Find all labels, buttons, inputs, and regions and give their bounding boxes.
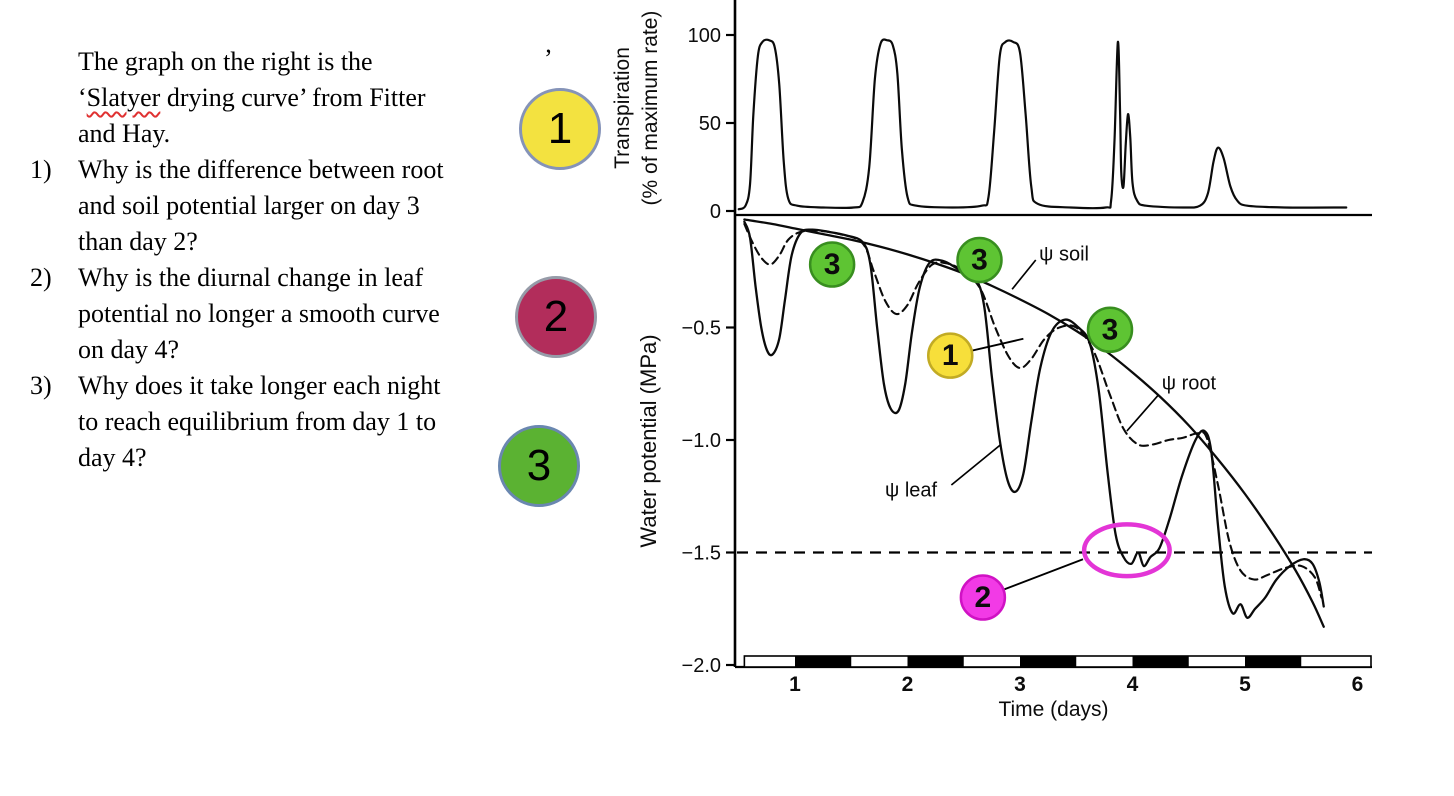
intro-line-3: and Hay.	[78, 119, 171, 148]
questions-panel: The graph on the right is the ‘Slatyer d…	[30, 44, 535, 476]
night-segment	[1245, 656, 1302, 667]
highlight-ellipse	[1081, 522, 1172, 579]
marker-badge-3: 3	[498, 425, 580, 507]
badge-label: 2	[543, 292, 569, 341]
question-item-3: 3) Why does it take longer each night to…	[30, 368, 535, 476]
transpiration-curve	[737, 38, 1348, 211]
question-line: and soil potential larger on day 3	[78, 191, 420, 220]
y-tick-label: −1.0	[682, 430, 721, 452]
water-potential-axis-label: Water potential (MPa)	[636, 334, 661, 547]
question-number: 3)	[30, 371, 52, 400]
annotation-circle-label: 1	[942, 339, 959, 372]
annotation-circle-3	[956, 236, 1003, 284]
badge-label: 3	[526, 441, 552, 490]
curve-label-leader	[1126, 394, 1160, 432]
marker-badge-1: 1	[519, 88, 601, 170]
curve-label: ψ soil	[1039, 243, 1089, 265]
question-line: Why is the difference between root	[78, 155, 444, 184]
question-line: than day 2?	[78, 227, 198, 256]
badge-label: 1	[547, 104, 573, 153]
stray-quote-mark: ’	[544, 44, 553, 73]
y-tick-label: −1.5	[682, 543, 721, 565]
x-axis-title: Time (days)	[998, 698, 1108, 721]
annotation-circle-2	[959, 574, 1007, 621]
question-item-2: 2) Why is the diurnal change in leaf pot…	[30, 260, 535, 368]
question-number: 1)	[30, 155, 52, 184]
x-tick-label: 1	[789, 673, 801, 696]
question-line: to reach equilibrium from day 1 to	[78, 407, 437, 436]
night-segment	[795, 656, 852, 667]
curve-label: ψ root	[1162, 373, 1217, 395]
annotation-circle-1	[927, 332, 974, 379]
psi-root-curve	[743, 222, 1323, 599]
y-tick-label: −0.5	[682, 318, 721, 340]
y-tick-label: 100	[688, 25, 721, 47]
night-segment	[1020, 656, 1077, 667]
y-tick-label: 50	[699, 113, 721, 135]
y-tick-label: 0	[710, 201, 721, 223]
question-line: Why does it take longer each night	[78, 371, 441, 400]
open-quote: ‘	[78, 83, 87, 112]
curve-label-leader	[950, 443, 1002, 486]
y-tick-label: −2.0	[682, 655, 721, 677]
intro-line-2-rest: drying curve’ from Fitter	[160, 83, 426, 112]
marker-badge-2: 2	[515, 276, 597, 358]
night-segment	[1132, 656, 1189, 667]
x-tick-label: 5	[1239, 673, 1251, 696]
question-line: on day 4?	[78, 335, 180, 364]
question-text: Why is the diurnal change in leaf potent…	[78, 260, 440, 368]
x-tick-label: 3	[1014, 673, 1026, 696]
annotation-circle-label: 3	[1102, 313, 1119, 346]
psi-leaf-curve	[743, 220, 1325, 619]
x-tick-label: 2	[902, 673, 914, 696]
annotation-circle-3	[1086, 306, 1134, 353]
curve-label: ψ leaf	[885, 480, 938, 502]
question-item-1: 1) Why is the difference between root an…	[30, 152, 535, 260]
transpiration-axis-label: Transpiration	[611, 47, 634, 169]
question-line: Why is the diurnal change in leaf	[78, 263, 424, 292]
annotation-circle-label: 2	[975, 581, 992, 614]
curve-label-leader	[1011, 259, 1037, 290]
annotation-circle-3	[808, 241, 856, 288]
intro-line-2: ‘Slatyer drying curve’ from Fitter	[78, 80, 535, 116]
question-line: day 4?	[78, 443, 147, 472]
question-line: potential no longer a smooth curve	[78, 299, 440, 328]
psi-soil-curve	[743, 218, 1325, 628]
intro-line-1: The graph on the right is the	[78, 47, 373, 76]
annotation-circle-label: 3	[824, 248, 841, 281]
misspelled-word: Slatyer	[86, 83, 161, 112]
transpiration-axis-label: (% of maximum rate)	[639, 11, 662, 206]
x-tick-label: 4	[1127, 673, 1139, 696]
x-tick-label: 6	[1352, 673, 1364, 696]
question-text: Why does it take longer each night to re…	[78, 368, 440, 476]
question-number: 2)	[30, 263, 52, 292]
annotation-circle-label: 3	[971, 244, 988, 277]
intro-paragraph: The graph on the right is the ‘Slatyer d…	[78, 44, 535, 152]
night-segment	[907, 656, 964, 667]
question-text: Why is the difference between root and s…	[78, 152, 444, 260]
